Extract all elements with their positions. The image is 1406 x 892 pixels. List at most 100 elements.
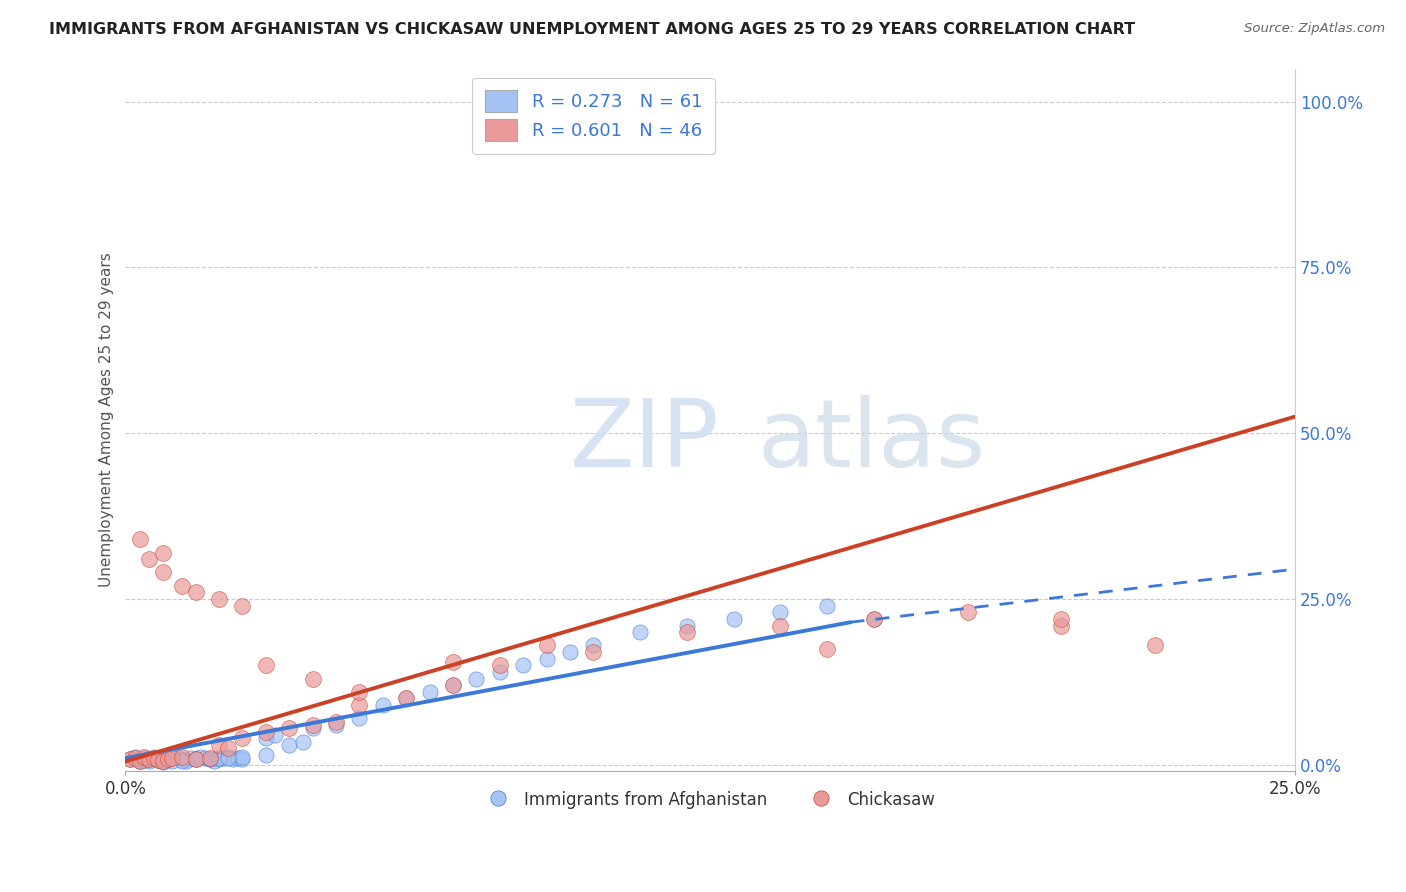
Point (217, 751, 239, 765)
Point (152, 566, 174, 580)
Text: atlas: atlas (756, 395, 986, 487)
Point (217, 741, 239, 756)
Point (536, 651, 558, 665)
Point (292, 734, 315, 748)
Point (488, 665, 510, 679)
Point (956, 605, 979, 619)
Point (156, 752, 179, 766)
Point (142, 751, 165, 765)
Point (202, 755, 225, 769)
Point (301, 718, 323, 732)
Point (128, 755, 150, 769)
Point (128, 533, 150, 547)
Point (301, 672, 323, 686)
Point (124, 751, 146, 765)
Point (170, 754, 193, 768)
Point (170, 749, 193, 764)
Point (558, 645, 581, 659)
Point (184, 752, 207, 766)
Point (349, 711, 371, 725)
Y-axis label: Unemployment Among Ages 25 to 29 years: Unemployment Among Ages 25 to 29 years (100, 252, 114, 587)
Point (166, 749, 188, 764)
Point (1050, 612, 1073, 626)
Point (134, 749, 156, 764)
Point (419, 685, 441, 699)
Point (138, 752, 160, 766)
Point (769, 618, 792, 632)
Point (863, 612, 886, 626)
Point (349, 698, 371, 712)
Point (128, 755, 150, 769)
Point (152, 545, 174, 559)
Point (142, 749, 165, 764)
Point (226, 751, 249, 765)
Point (1050, 618, 1073, 632)
Point (188, 749, 211, 764)
Point (231, 749, 253, 764)
Point (162, 755, 184, 769)
Point (208, 752, 231, 766)
Point (395, 691, 418, 706)
Point (254, 724, 277, 739)
Point (156, 752, 179, 766)
Point (301, 721, 323, 735)
Point (162, 751, 184, 765)
Point (254, 658, 277, 673)
Point (184, 752, 207, 766)
Point (184, 585, 207, 599)
Point (512, 658, 534, 673)
Point (628, 625, 651, 640)
Point (371, 698, 394, 712)
Point (676, 618, 699, 632)
Point (198, 752, 221, 766)
Point (769, 605, 792, 619)
Point (264, 728, 287, 742)
Point (441, 678, 464, 692)
Point (217, 749, 239, 764)
Point (676, 625, 699, 640)
Point (582, 645, 605, 659)
Point (128, 755, 150, 769)
Point (222, 752, 245, 766)
Point (325, 714, 347, 729)
Point (180, 751, 202, 765)
Point (198, 752, 221, 766)
Point (138, 752, 160, 766)
Point (231, 731, 253, 746)
Point (120, 752, 142, 766)
Point (723, 612, 745, 626)
Point (465, 672, 488, 686)
Point (441, 655, 464, 669)
Point (152, 755, 174, 769)
Legend: Immigrants from Afghanistan, Chickasaw: Immigrants from Afghanistan, Chickasaw (479, 784, 942, 816)
Point (582, 639, 605, 653)
Point (148, 753, 170, 767)
Point (212, 751, 235, 765)
Point (208, 751, 231, 765)
Point (395, 691, 418, 706)
Text: IMMIGRANTS FROM AFGHANISTAN VS CHICKASAW UNEMPLOYMENT AMONG AGES 25 TO 29 YEARS : IMMIGRANTS FROM AFGHANISTAN VS CHICKASAW… (49, 22, 1135, 37)
Point (124, 749, 146, 764)
Point (162, 751, 184, 765)
Point (863, 612, 886, 626)
Point (208, 738, 231, 752)
Point (152, 755, 174, 769)
Point (278, 721, 301, 735)
Point (184, 752, 207, 766)
Point (170, 579, 193, 593)
Point (278, 738, 301, 752)
Point (441, 678, 464, 692)
Point (134, 751, 156, 765)
Text: Source: ZipAtlas.com: Source: ZipAtlas.com (1244, 22, 1385, 36)
Point (170, 752, 193, 766)
Point (231, 752, 253, 766)
Point (120, 752, 142, 766)
Point (231, 599, 253, 613)
Point (194, 751, 217, 765)
Text: ZIP: ZIP (569, 395, 720, 487)
Point (138, 754, 160, 768)
Point (325, 718, 347, 732)
Point (148, 753, 170, 767)
Point (152, 755, 174, 769)
Point (349, 685, 371, 699)
